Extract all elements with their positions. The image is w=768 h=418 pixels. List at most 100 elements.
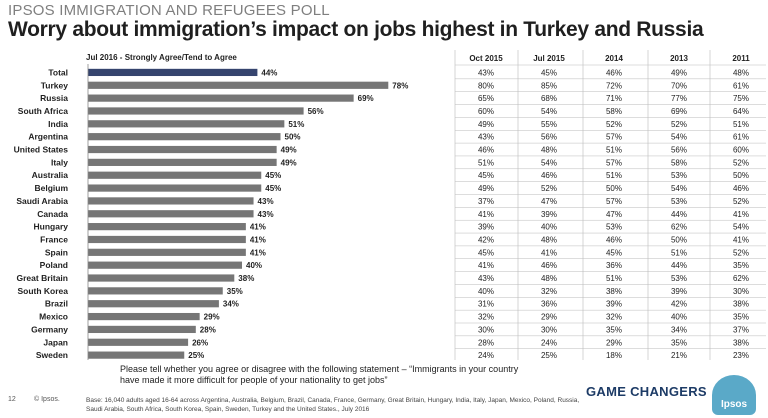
table-cell: 29% [606, 338, 622, 347]
table-cell: 56% [671, 146, 687, 155]
bar [88, 210, 254, 218]
category-label: Brazil [45, 299, 68, 309]
value-label: 43% [258, 197, 274, 206]
bar [88, 287, 223, 295]
category-label: South Africa [18, 106, 68, 116]
table-cell: 54% [733, 223, 749, 232]
table-cell: 46% [478, 146, 494, 155]
table-cell: 41% [733, 235, 749, 244]
table-cell: 36% [606, 261, 622, 270]
value-label: 49% [281, 146, 297, 155]
value-label: 49% [281, 158, 297, 167]
category-label: Saudi Arabia [16, 196, 68, 206]
value-label: 44% [261, 68, 277, 77]
category-label: Australia [32, 170, 69, 180]
table-cell: 57% [606, 197, 622, 206]
table-cell: 53% [671, 171, 687, 180]
bar [88, 145, 277, 154]
table-cell: 23% [733, 351, 749, 360]
table-cell: 51% [671, 248, 687, 257]
table-cell: 77% [671, 94, 687, 103]
value-label: 38% [238, 274, 254, 283]
category-label: Sweden [36, 350, 68, 360]
bar [88, 94, 354, 102]
table-cell: 40% [541, 223, 557, 232]
table-cell: 45% [541, 68, 557, 77]
table-cell: 50% [733, 171, 749, 180]
table-cell: 54% [671, 133, 687, 142]
table-cell: 51% [606, 274, 622, 283]
table-cell: 32% [606, 313, 622, 322]
table-cell: 46% [541, 171, 557, 180]
table-cell: 39% [478, 223, 494, 232]
table-cell: 64% [733, 107, 749, 116]
poll-kicker: IPSOS IMMIGRATION AND REFUGEES POLL [8, 2, 330, 19]
table-cell: 50% [671, 235, 687, 244]
table-cell: 53% [671, 274, 687, 283]
value-label: 45% [265, 171, 281, 180]
value-label: 50% [285, 133, 301, 142]
table-cell: 65% [478, 94, 494, 103]
copyright: © Ipsos. [34, 396, 60, 403]
table-cell: 43% [478, 274, 494, 283]
value-label: 35% [227, 287, 243, 296]
table-cell: 48% [733, 68, 749, 77]
category-label: Total [48, 67, 68, 77]
value-label: 41% [250, 248, 266, 257]
table-cell: 62% [671, 223, 687, 232]
table-cell: 28% [478, 338, 494, 347]
table-cell: 43% [478, 133, 494, 142]
value-label: 26% [192, 338, 208, 347]
table-cell: 50% [606, 184, 622, 193]
bar [88, 197, 254, 205]
table-cell: 46% [733, 184, 749, 193]
table-cell: 35% [671, 338, 687, 347]
table-cell: 47% [541, 197, 557, 206]
table-cell: 45% [478, 248, 494, 257]
table-cell: 56% [541, 133, 557, 142]
table-cell: 72% [606, 81, 622, 90]
category-label: Poland [40, 260, 68, 270]
table-cell: 54% [541, 107, 557, 116]
bar [88, 184, 262, 192]
table-cell: 48% [541, 274, 557, 283]
bar [88, 312, 200, 321]
table-cell: 30% [733, 287, 749, 296]
table-cell: 45% [606, 248, 622, 257]
ipsos-logo: Ipsos [712, 375, 756, 415]
table-cell: 49% [478, 184, 494, 193]
table-cell: 24% [478, 351, 494, 360]
value-label: 56% [308, 107, 324, 116]
table-cell: 35% [733, 261, 749, 270]
bar [88, 171, 262, 179]
table-cell: 36% [541, 300, 557, 309]
table-cell: 21% [671, 351, 687, 360]
bar [88, 325, 196, 334]
table-cell: 57% [606, 158, 622, 167]
table-cell: 60% [733, 146, 749, 155]
table-header: Oct 2015 [469, 54, 503, 63]
table-cell: 51% [606, 171, 622, 180]
bar [88, 338, 189, 346]
table-cell: 30% [478, 325, 494, 334]
table-cell: 45% [478, 171, 494, 180]
category-label: Great Britain [17, 273, 69, 283]
table-cell: 44% [671, 261, 687, 270]
category-label: South Korea [17, 286, 68, 296]
category-label: Russia [40, 93, 68, 103]
table-header: 2011 [732, 54, 750, 63]
table-cell: 40% [478, 287, 494, 296]
table-cell: 53% [671, 197, 687, 206]
table-cell: 58% [671, 158, 687, 167]
bar [88, 133, 281, 141]
value-label: 41% [250, 223, 266, 232]
category-label: India [48, 119, 68, 129]
category-label: Turkey [41, 80, 69, 90]
table-cell: 35% [733, 313, 749, 322]
category-label: Canada [37, 209, 68, 219]
table-cell: 41% [733, 210, 749, 219]
table-cell: 52% [733, 158, 749, 167]
bar [88, 158, 277, 166]
table-cell: 43% [478, 68, 494, 77]
table-cell: 41% [541, 248, 557, 257]
